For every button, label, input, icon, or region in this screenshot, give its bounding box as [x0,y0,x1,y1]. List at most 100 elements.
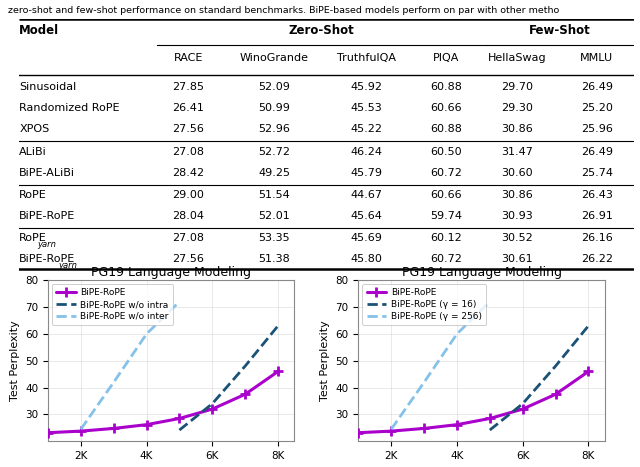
Text: 26.41: 26.41 [172,103,204,113]
BiPE-RoPE (γ = 16) [584,323,592,329]
Y-axis label: Test Perplexity: Test Perplexity [10,320,20,401]
BiPE-RoPE [387,428,395,434]
Text: PIQA: PIQA [433,53,460,63]
Text: Zero-Shot: Zero-Shot [289,24,355,36]
Text: 49.25: 49.25 [258,168,290,177]
Text: RoPE: RoPE [19,234,47,243]
Text: BiPE-RoPE: BiPE-RoPE [19,211,76,221]
BiPE-RoPE [77,428,84,434]
Text: 60.72: 60.72 [430,168,462,177]
Text: 44.67: 44.67 [350,190,382,200]
BiPE-RoPE [175,416,183,421]
Text: WinoGrande: WinoGrande [239,53,308,63]
BiPE-RoPE w/o inter [77,426,84,432]
BiPE-RoPE w/o inter [143,331,150,337]
Text: 45.92: 45.92 [350,82,382,92]
BiPE-RoPE (γ = 256) [387,426,395,432]
Text: Model: Model [19,24,60,36]
Text: 46.24: 46.24 [350,147,382,157]
Text: 45.79: 45.79 [350,168,382,177]
Text: 31.47: 31.47 [501,147,533,157]
BiPE-RoPE [355,430,362,436]
Title: PG19 Language Modeling: PG19 Language Modeling [92,266,252,279]
Text: 52.01: 52.01 [259,211,290,221]
BiPE-RoPE [486,416,493,421]
Text: TruthfulQA: TruthfulQA [337,53,396,63]
BiPE-RoPE w/o intra [209,401,216,406]
Text: 60.12: 60.12 [430,234,462,243]
BiPE-RoPE (γ = 16) [486,427,493,433]
Text: 25.74: 25.74 [580,168,612,177]
Text: 52.09: 52.09 [258,82,290,92]
Text: 30.61: 30.61 [501,255,532,264]
Text: 60.72: 60.72 [430,255,462,264]
Text: HellaSwag: HellaSwag [488,53,546,63]
Text: Sinusoidal: Sinusoidal [19,82,76,92]
Text: MMLU: MMLU [580,53,613,63]
Text: 60.88: 60.88 [430,124,462,134]
BiPE-RoPE w/o intra [175,427,183,433]
Text: 52.72: 52.72 [258,147,290,157]
BiPE-RoPE [453,422,461,427]
Title: PG19 Language Modeling: PG19 Language Modeling [402,266,562,279]
Text: 27.56: 27.56 [172,124,204,134]
Text: 30.52: 30.52 [501,234,532,243]
Text: 25.96: 25.96 [580,124,612,134]
Text: ALiBi: ALiBi [19,147,47,157]
Text: 26.16: 26.16 [581,234,612,243]
Line: BiPE-RoPE: BiPE-RoPE [353,367,593,438]
BiPE-RoPE (γ = 256) [420,379,428,385]
BiPE-RoPE [552,391,559,397]
Text: XPOS: XPOS [19,124,49,134]
Text: zero-shot and few-shot performance on standard benchmarks. BiPE-based models per: zero-shot and few-shot performance on st… [8,6,559,14]
BiPE-RoPE [44,430,52,436]
Text: 45.69: 45.69 [350,234,382,243]
Text: 60.66: 60.66 [430,103,462,113]
BiPE-RoPE [584,369,592,375]
Text: RACE: RACE [173,53,203,63]
BiPE-RoPE w/o inter [175,299,183,304]
Text: 45.53: 45.53 [351,103,382,113]
Text: yarn: yarn [37,241,56,249]
Text: 51.38: 51.38 [259,255,290,264]
Text: 51.54: 51.54 [259,190,290,200]
Text: 27.56: 27.56 [172,255,204,264]
Text: BiPE-RoPE: BiPE-RoPE [19,255,76,264]
BiPE-RoPE (γ = 256) [453,331,461,337]
BiPE-RoPE [110,425,118,431]
Text: 53.35: 53.35 [259,234,290,243]
Text: 25.20: 25.20 [580,103,612,113]
Text: 26.43: 26.43 [580,190,612,200]
BiPE-RoPE (γ = 256) [486,299,493,304]
Text: Few-Shot: Few-Shot [529,24,591,36]
BiPE-RoPE w/o intra [274,323,282,329]
BiPE-RoPE [143,422,150,427]
Text: 28.42: 28.42 [172,168,204,177]
BiPE-RoPE [209,406,216,412]
Text: 59.74: 59.74 [430,211,462,221]
Text: 60.50: 60.50 [430,147,462,157]
BiPE-RoPE w/o inter [110,379,118,385]
Line: BiPE-RoPE w/o inter: BiPE-RoPE w/o inter [81,302,179,429]
Line: BiPE-RoPE w/o intra: BiPE-RoPE w/o intra [179,326,278,430]
Legend: BiPE-RoPE, BiPE-RoPE (γ = 16), BiPE-RoPE (γ = 256): BiPE-RoPE, BiPE-RoPE (γ = 16), BiPE-RoPE… [362,284,486,325]
Text: BiPE-ALiBi: BiPE-ALiBi [19,168,76,177]
Text: 29.70: 29.70 [501,82,533,92]
Y-axis label: Test Perplexity: Test Perplexity [320,320,330,401]
Text: 45.64: 45.64 [350,211,382,221]
Text: 45.80: 45.80 [350,255,382,264]
BiPE-RoPE [420,425,428,431]
Text: yarn: yarn [58,261,77,270]
Text: 26.22: 26.22 [580,255,612,264]
Text: 26.49: 26.49 [580,82,612,92]
Text: Randomized RoPE: Randomized RoPE [19,103,120,113]
Text: 27.08: 27.08 [172,234,204,243]
Text: 28.04: 28.04 [172,211,204,221]
Text: 30.93: 30.93 [501,211,532,221]
Text: 27.85: 27.85 [172,82,204,92]
Text: 45.22: 45.22 [350,124,382,134]
BiPE-RoPE w/o intra [241,363,249,369]
Text: 50.99: 50.99 [258,103,290,113]
Text: 30.60: 30.60 [501,168,532,177]
Line: BiPE-RoPE (γ = 16): BiPE-RoPE (γ = 16) [490,326,588,430]
